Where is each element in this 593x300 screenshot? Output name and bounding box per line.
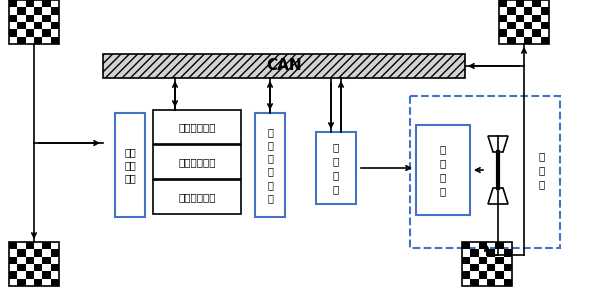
Bar <box>495 257 503 264</box>
Bar <box>9 0 59 44</box>
Bar <box>516 15 524 22</box>
Bar <box>50 7 59 15</box>
Bar <box>470 279 479 286</box>
Bar <box>25 29 34 37</box>
Bar <box>524 37 533 44</box>
Bar <box>533 29 541 37</box>
Bar <box>34 7 42 15</box>
Text: 变
速
器: 变 速 器 <box>539 151 545 189</box>
Bar <box>462 242 512 286</box>
Polygon shape <box>488 188 508 204</box>
Bar <box>541 22 549 29</box>
Bar <box>25 15 34 22</box>
Bar <box>255 113 285 217</box>
Bar <box>9 271 17 279</box>
Bar <box>316 132 356 204</box>
Text: 主动制动系统: 主动制动系统 <box>178 122 216 132</box>
Bar <box>495 271 503 279</box>
Bar <box>9 242 59 286</box>
Bar <box>42 257 50 264</box>
Bar <box>34 279 42 286</box>
Bar <box>499 15 508 22</box>
Bar <box>25 271 34 279</box>
Bar <box>50 22 59 29</box>
Bar <box>17 249 25 257</box>
Bar <box>153 180 241 214</box>
Bar <box>499 0 508 7</box>
Bar <box>487 264 495 271</box>
Bar <box>499 29 508 37</box>
Bar <box>9 257 17 264</box>
Bar <box>17 279 25 286</box>
Bar <box>479 242 487 249</box>
Bar <box>9 0 17 7</box>
Bar <box>25 257 34 264</box>
Bar <box>487 249 495 257</box>
Bar <box>9 29 17 37</box>
Bar <box>508 7 516 15</box>
Bar <box>495 242 503 249</box>
Bar <box>503 264 512 271</box>
Bar <box>533 0 541 7</box>
Bar <box>17 22 25 29</box>
Bar <box>416 125 470 215</box>
Bar <box>508 22 516 29</box>
Bar <box>470 264 479 271</box>
Bar <box>462 257 470 264</box>
Bar <box>499 0 549 44</box>
Bar <box>9 242 17 249</box>
Bar <box>503 249 512 257</box>
Bar <box>541 7 549 15</box>
Bar <box>115 113 145 217</box>
Bar <box>462 271 470 279</box>
Bar <box>17 37 25 44</box>
Bar <box>42 15 50 22</box>
Bar <box>34 249 42 257</box>
Text: 传
动
系
统: 传 动 系 统 <box>440 144 446 196</box>
Bar <box>103 54 465 78</box>
Bar <box>42 242 50 249</box>
Text: 车
辆
控
制
单
元: 车 辆 控 制 单 元 <box>267 127 273 203</box>
Bar <box>42 0 50 7</box>
Bar <box>410 96 560 248</box>
Bar <box>516 0 524 7</box>
Bar <box>533 15 541 22</box>
Bar <box>34 264 42 271</box>
Bar <box>503 279 512 286</box>
Bar <box>42 271 50 279</box>
Text: 驱
动
电
机: 驱 动 电 机 <box>333 142 339 194</box>
Bar <box>470 249 479 257</box>
Bar <box>17 7 25 15</box>
Bar <box>50 264 59 271</box>
Bar <box>34 37 42 44</box>
Text: CAN: CAN <box>266 58 302 74</box>
Text: 助力转向系统: 助力转向系统 <box>178 157 216 167</box>
Bar <box>50 279 59 286</box>
Text: 电子
控制
单元: 电子 控制 单元 <box>124 147 136 183</box>
Bar <box>487 279 495 286</box>
Bar <box>153 145 241 179</box>
Bar <box>479 257 487 264</box>
Bar <box>25 0 34 7</box>
Bar <box>479 271 487 279</box>
Bar <box>25 242 34 249</box>
Bar <box>524 7 533 15</box>
Bar <box>9 15 17 22</box>
Bar <box>153 110 241 144</box>
Bar <box>17 264 25 271</box>
Bar <box>524 22 533 29</box>
Bar <box>42 29 50 37</box>
Bar <box>50 37 59 44</box>
Bar <box>516 29 524 37</box>
Polygon shape <box>488 136 508 152</box>
Bar <box>541 37 549 44</box>
Bar <box>50 249 59 257</box>
Bar <box>508 37 516 44</box>
Text: 主动悬架系统: 主动悬架系统 <box>178 192 216 202</box>
Bar <box>34 22 42 29</box>
Bar <box>462 242 470 249</box>
